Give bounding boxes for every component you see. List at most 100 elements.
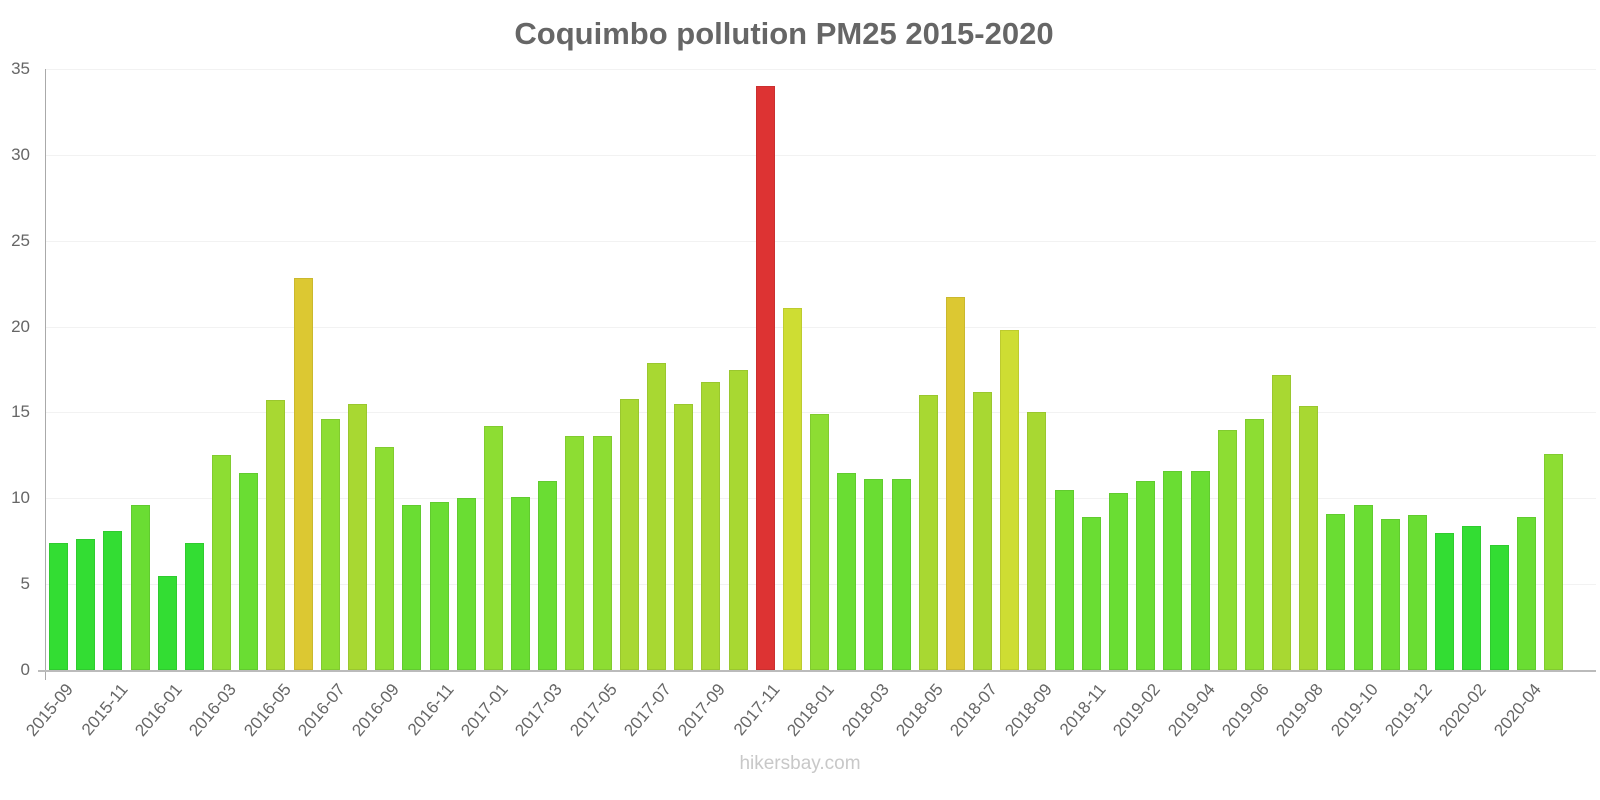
y-tick-label: 30 xyxy=(11,144,30,164)
x-tick-label: 2016-03 xyxy=(185,680,241,741)
bar-2017-09[interactable] xyxy=(701,381,721,670)
bar-2017-08[interactable] xyxy=(674,403,694,670)
x-tick-label: 2018-05 xyxy=(892,680,947,741)
x-tick-label: 2018-01 xyxy=(783,680,839,741)
bar-2015-12[interactable] xyxy=(130,505,150,670)
gridline xyxy=(46,69,1596,70)
bar-2020-04[interactable] xyxy=(1516,517,1536,670)
x-tick-label: 2018-07 xyxy=(946,680,1002,741)
bar-2019-03[interactable] xyxy=(1163,470,1183,670)
bar-2019-12[interactable] xyxy=(1408,515,1427,670)
bar-2016-01[interactable] xyxy=(157,575,177,670)
bar-2016-06[interactable] xyxy=(293,278,313,670)
bar-2019-07[interactable] xyxy=(1272,374,1292,670)
bar-2019-08[interactable] xyxy=(1299,405,1319,670)
bar-2020-03[interactable] xyxy=(1489,544,1509,670)
x-tick-label: 2019-04 xyxy=(1163,680,1219,741)
y-tick-label: 20 xyxy=(11,316,30,336)
chart-title: Coquimbo pollution PM25 2015-2020 xyxy=(514,16,1054,51)
bar-2016-02[interactable] xyxy=(184,542,204,670)
bar-2017-11[interactable] xyxy=(755,86,775,670)
bar-2018-09[interactable] xyxy=(1027,412,1047,670)
bar-2016-07[interactable] xyxy=(320,419,340,670)
x-tick-label: 2019-06 xyxy=(1218,680,1273,741)
x-tick-label: 2019-12 xyxy=(1381,680,1437,741)
x-tick-label: 2016-11 xyxy=(403,680,458,740)
y-tick-label: 5 xyxy=(20,574,30,594)
x-tick-label: 2017-01 xyxy=(457,680,512,741)
y-tick-label: 25 xyxy=(11,230,30,250)
bar-2016-09[interactable] xyxy=(375,446,395,670)
x-tick-label: 2019-08 xyxy=(1272,680,1328,741)
bar-2017-04[interactable] xyxy=(565,436,585,670)
bar-2018-10[interactable] xyxy=(1054,489,1074,670)
x-tick-label: 2015-11 xyxy=(77,680,132,740)
bar-2019-05[interactable] xyxy=(1217,429,1237,670)
gridline xyxy=(46,154,1596,156)
bar-2019-09[interactable] xyxy=(1326,513,1346,670)
bar-2017-10[interactable] xyxy=(728,369,748,670)
y-tick-label: 0 xyxy=(20,660,30,679)
bar-2015-11[interactable] xyxy=(103,530,123,670)
bar-2016-08[interactable] xyxy=(347,403,367,670)
x-tick-label: 2020-04 xyxy=(1490,680,1545,741)
bar-2016-04[interactable] xyxy=(239,472,259,670)
bar-2017-01[interactable] xyxy=(483,426,503,670)
gridline xyxy=(46,326,1596,328)
bar-2018-01[interactable] xyxy=(810,414,830,670)
bar-2017-06[interactable] xyxy=(619,398,639,670)
bar-2015-09[interactable] xyxy=(49,542,68,670)
gridline xyxy=(46,412,1596,414)
bar-2020-02[interactable] xyxy=(1462,525,1482,670)
bar-2016-10[interactable] xyxy=(402,505,422,670)
x-tick-label: 2017-05 xyxy=(566,680,621,741)
bar-2017-12[interactable] xyxy=(782,307,802,670)
x-tick-label: 2015-09 xyxy=(22,680,78,741)
watermark: hikersbay.com xyxy=(739,753,861,774)
x-tick-label: 2018-11 xyxy=(1056,680,1110,740)
bar-2018-06[interactable] xyxy=(945,297,965,670)
bar-2017-07[interactable] xyxy=(646,362,666,670)
bar-2017-03[interactable] xyxy=(538,481,558,670)
gridline xyxy=(46,240,1596,242)
bar-2017-05[interactable] xyxy=(592,436,612,670)
x-tick-label: 2017-11 xyxy=(729,680,784,740)
x-tick-label: 2017-03 xyxy=(511,680,567,741)
bar-2018-05[interactable] xyxy=(918,395,938,670)
bar-2018-07[interactable] xyxy=(973,391,993,670)
bar-2019-11[interactable] xyxy=(1380,518,1400,670)
y-axis-line xyxy=(45,69,46,680)
bar-2016-11[interactable] xyxy=(429,501,449,670)
x-tick-label: 2016-07 xyxy=(294,680,349,741)
x-tick-label: 2017-09 xyxy=(674,680,730,741)
bar-2018-04[interactable] xyxy=(891,479,911,670)
bar-2019-10[interactable] xyxy=(1353,505,1373,670)
y-tick-label: 15 xyxy=(11,402,30,422)
bar-2016-05[interactable] xyxy=(266,400,286,670)
bar-2020-01[interactable] xyxy=(1435,532,1455,670)
bar-2018-08[interactable] xyxy=(1000,330,1020,670)
x-tick-label: 2020-02 xyxy=(1435,680,1491,741)
bar-2018-03[interactable] xyxy=(864,479,884,670)
x-tick-label: 2017-07 xyxy=(620,680,676,741)
x-tick-label: 2016-09 xyxy=(348,680,404,741)
bar-2020-05[interactable] xyxy=(1543,453,1563,670)
x-axis-line xyxy=(38,670,1596,672)
bar-2018-02[interactable] xyxy=(837,472,857,670)
x-tick-label: 2019-10 xyxy=(1327,680,1382,741)
x-tick-label: 2016-01 xyxy=(131,680,186,741)
bar-2019-01[interactable] xyxy=(1109,493,1129,670)
bar-2018-11[interactable] xyxy=(1081,517,1101,670)
bar-2015-10[interactable] xyxy=(76,539,96,670)
y-tick-label: 35 xyxy=(11,59,30,78)
bar-2019-06[interactable] xyxy=(1244,419,1264,670)
x-tick-label: 2018-09 xyxy=(1000,680,1056,741)
bar-2019-04[interactable] xyxy=(1190,470,1210,670)
x-tick-label: 2019-02 xyxy=(1109,680,1165,741)
bar-2016-12[interactable] xyxy=(456,498,476,670)
bar-2019-02[interactable] xyxy=(1136,481,1156,670)
x-tick-label: 2016-05 xyxy=(239,680,295,741)
bar-2016-03[interactable] xyxy=(212,455,232,670)
bar-2017-02[interactable] xyxy=(511,496,531,670)
